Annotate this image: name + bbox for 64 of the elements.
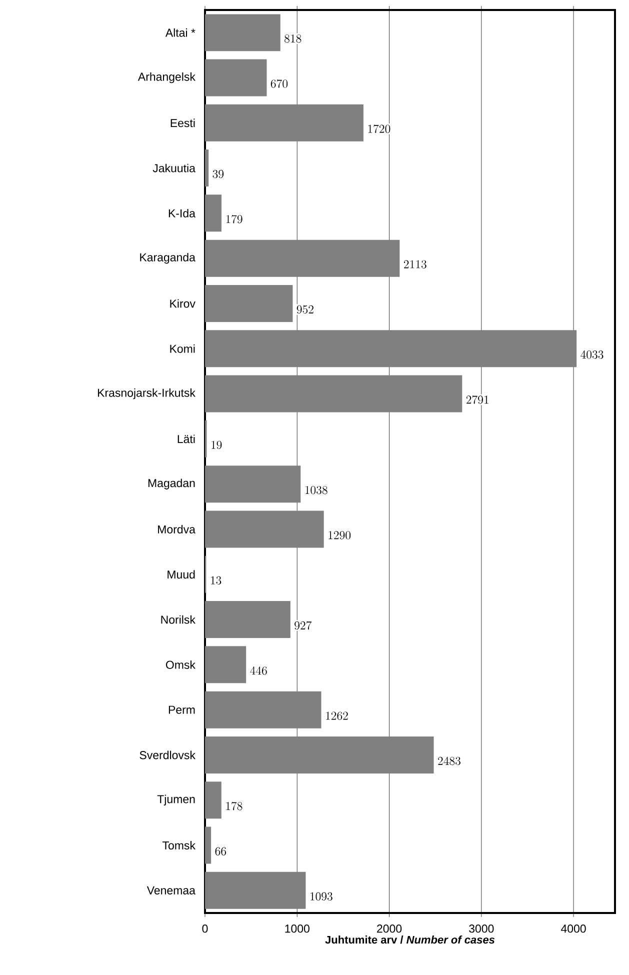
data-label: 670	[270, 79, 288, 88]
x-tick-label: 1000	[285, 924, 310, 933]
data-label: 2791	[466, 396, 488, 404]
data-label: 39	[212, 170, 224, 178]
bar	[204, 14, 280, 52]
x-tick-label: 3000	[469, 924, 494, 933]
y-tick-label: Perm	[168, 706, 195, 714]
data-label: 1290	[328, 531, 351, 540]
bar	[204, 601, 290, 638]
data-label: 1262	[326, 712, 348, 720]
bar	[204, 240, 400, 277]
bar	[204, 510, 324, 548]
data-label: 952	[296, 305, 314, 314]
y-tick-label: Norilsk	[161, 615, 196, 624]
data-label: 19	[212, 440, 222, 450]
y-tick-label: Muud	[168, 570, 195, 579]
data-label: 446	[250, 666, 267, 675]
y-tick-label: Mordva	[158, 525, 196, 534]
data-label: 927	[294, 621, 312, 630]
bar	[204, 466, 301, 503]
bar	[204, 375, 462, 412]
bar	[204, 646, 246, 684]
bar	[204, 872, 306, 909]
y-tick-label: Arhangelsk	[138, 72, 196, 84]
bar	[204, 150, 209, 187]
bar	[204, 826, 212, 864]
y-tick-label: Krasnojarsk-Irkutsk	[98, 388, 196, 400]
y-tick-label: Altai *	[165, 28, 196, 37]
y-tick-label: Läti	[178, 434, 195, 444]
y-tick-label: Omsk	[166, 660, 196, 669]
data-label: 818	[284, 34, 302, 43]
x-tick-label: 4000	[561, 924, 586, 933]
y-tick-label: Venemaa	[146, 886, 196, 894]
y-tick-label: Jakuutia	[152, 164, 196, 172]
bar	[204, 736, 434, 774]
y-tick-label: Kirov	[170, 299, 196, 308]
data-label: 13	[210, 576, 222, 584]
y-tick-label: Karaganda	[140, 252, 196, 264]
data-label: 1093	[310, 892, 332, 901]
data-label: 1720	[368, 124, 390, 134]
y-tick-label: K-Ida	[168, 208, 196, 218]
y-tick-label: Magadan	[148, 478, 195, 490]
data-label: 66	[215, 847, 226, 856]
data-label: 178	[226, 802, 242, 810]
bar	[204, 691, 322, 728]
y-tick-label: Eesti	[170, 118, 195, 128]
data-label: 179	[226, 214, 242, 224]
bar	[204, 284, 293, 322]
y-tick-label: Tjumen	[157, 794, 195, 806]
data-label: 1038	[305, 486, 328, 494]
x-axis-title: Juhtumite arv / Number of cases	[325, 936, 495, 944]
x-tick-label: 2000	[377, 924, 402, 933]
y-tick-label: Sverdlovsk	[140, 750, 196, 760]
bar	[204, 782, 222, 819]
bar	[204, 194, 222, 232]
bar	[204, 59, 267, 96]
data-label: 4033	[580, 350, 604, 359]
y-tick-label: Komi	[170, 344, 195, 353]
bar	[204, 330, 577, 368]
data-label: 2113	[404, 260, 426, 268]
data-label: 2483	[438, 756, 460, 766]
bar	[204, 104, 364, 142]
x-tick-label: 0	[202, 924, 208, 933]
y-tick-label: Tomsk	[162, 841, 196, 850]
